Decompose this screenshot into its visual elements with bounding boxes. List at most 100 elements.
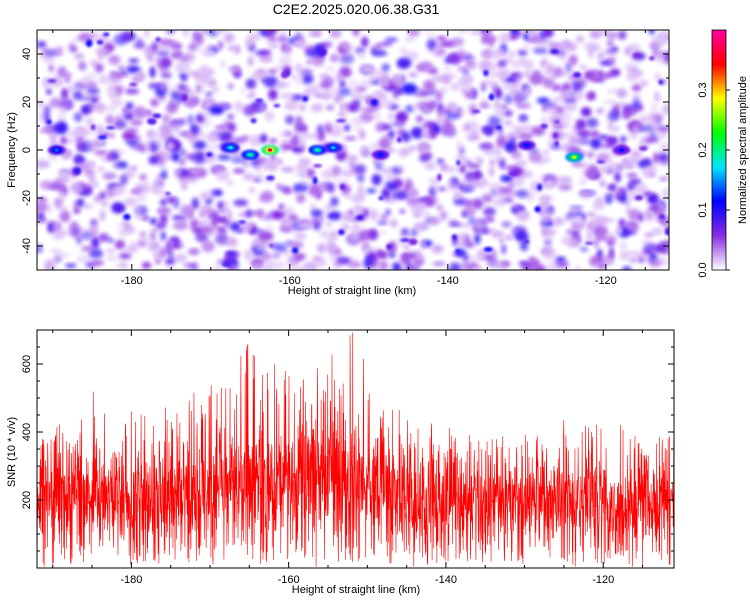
heatmap-cell: [495, 125, 502, 130]
heatmap-cell: [443, 64, 451, 71]
heatmap-cell: [191, 197, 200, 210]
heatmap-cell: [645, 136, 660, 143]
heatmap-cell: [635, 183, 648, 194]
heatmap-cell: [546, 261, 559, 270]
heatmap-cell: [122, 107, 129, 114]
heatmap-cell: [70, 221, 78, 227]
heatmap-cell: [159, 198, 168, 207]
heatmap-cell: [132, 205, 144, 215]
heatmap-cell: [83, 167, 95, 177]
heatmap-cell: [357, 184, 364, 196]
heatmap-cell: [638, 252, 651, 261]
heatmap-cell: [595, 107, 605, 114]
heatmap-cell: [108, 238, 114, 243]
heatmap-cell: [350, 160, 356, 173]
heatmap-cell: [355, 46, 366, 54]
heatmap-cell: [195, 113, 205, 124]
heatmap-cell: [659, 33, 667, 45]
heatmap-cell: [39, 128, 54, 133]
heatmap-cell: [536, 40, 543, 49]
heatmap-cell: [419, 94, 431, 102]
heatmap-cell: [493, 100, 502, 111]
heatmap-cell: [301, 73, 314, 85]
heatmap-cell: [105, 193, 113, 200]
heatmap-hotspot-core: [315, 148, 320, 152]
heatmap-cell: [48, 64, 54, 73]
heatmap-cell: [314, 260, 328, 267]
heatmap-cell: [295, 115, 303, 127]
heatmap-cell: [94, 194, 102, 203]
heatmap-cell: [352, 30, 360, 37]
heatmap-cell: [326, 236, 335, 245]
heatmap-cell: [483, 207, 496, 217]
heatmap-cell: [638, 80, 649, 87]
heatmap-cell: [179, 148, 186, 157]
heatmap-cell: [488, 167, 495, 177]
heatmap-cell: [619, 194, 627, 204]
heatmap-cell: [523, 44, 530, 50]
heatmap-cell: [555, 106, 565, 114]
heatmap-cell: [623, 221, 638, 229]
heatmap-cell: [609, 68, 621, 77]
heatmap-cell: [556, 176, 572, 186]
heatmap-cell: [329, 30, 342, 39]
heatmap-cell: [173, 253, 188, 263]
heatmap-cell: [559, 53, 567, 63]
heatmap-cell: [615, 226, 623, 235]
heatmap-cell: [208, 84, 217, 90]
heatmap-cell: [155, 259, 161, 265]
heatmap-cell: [37, 159, 50, 169]
heatmap-cell: [539, 175, 554, 180]
heatmap-cell: [586, 238, 593, 243]
heatmap-cell: [366, 188, 377, 194]
snr-y-ticks: 200 400 600: [21, 329, 674, 569]
heatmap-cell: [102, 105, 117, 113]
heatmap-cell: [620, 241, 627, 250]
heatmap-cell: [164, 258, 176, 265]
heatmap-cell: [483, 246, 493, 253]
heatmap-cell: [504, 142, 517, 152]
heatmap-cell: [88, 248, 103, 259]
heatmap-cell: [621, 266, 632, 270]
heatmap-cell: [519, 225, 526, 231]
heatmap-cell: [408, 186, 417, 197]
heatmap-cell: [343, 124, 351, 132]
heatmap-cell: [490, 189, 497, 195]
heatmap-cell: [498, 237, 505, 244]
heatmap-cell: [90, 97, 99, 105]
heatmap-cell: [262, 30, 278, 35]
heatmap-cell: [233, 199, 249, 207]
heatmap-cell: [354, 106, 367, 111]
heatmap-cell: [449, 53, 460, 63]
heatmap-cell: [76, 254, 91, 263]
heatmap-cell: [652, 152, 659, 165]
heatmap-cell: [470, 265, 482, 270]
heatmap-x-axis-label: Height of straight line (km): [288, 285, 416, 297]
heatmap-cell: [628, 250, 642, 256]
heatmap-cell: [651, 204, 659, 213]
heatmap-cell: [587, 151, 594, 159]
heatmap-cell: [313, 164, 322, 168]
heatmap-cell: [586, 117, 599, 128]
heatmap-cell: [648, 30, 655, 35]
heatmap-cell: [179, 54, 190, 64]
heatmap-cell: [43, 55, 56, 64]
heatmap-cell: [187, 45, 198, 51]
heatmap-cell: [58, 170, 69, 178]
heatmap-cell: [197, 227, 212, 233]
heatmap-cell: [125, 224, 133, 230]
heatmap-cell: [565, 215, 575, 221]
heatmap-cell: [258, 55, 273, 63]
heatmap-cell: [456, 140, 463, 150]
heatmap-cell: [628, 208, 641, 221]
heatmap-cell: [511, 151, 523, 160]
heatmap-cell: [242, 173, 256, 181]
heatmap-cell: [309, 31, 321, 37]
heatmap-cell: [84, 141, 99, 152]
heatmap-cell: [614, 172, 621, 183]
heatmap-cell: [197, 221, 207, 229]
heatmap-cell: [255, 166, 261, 172]
heatmap-cell: [544, 209, 556, 215]
heatmap-cell: [156, 188, 166, 196]
heatmap-cell: [538, 157, 552, 162]
